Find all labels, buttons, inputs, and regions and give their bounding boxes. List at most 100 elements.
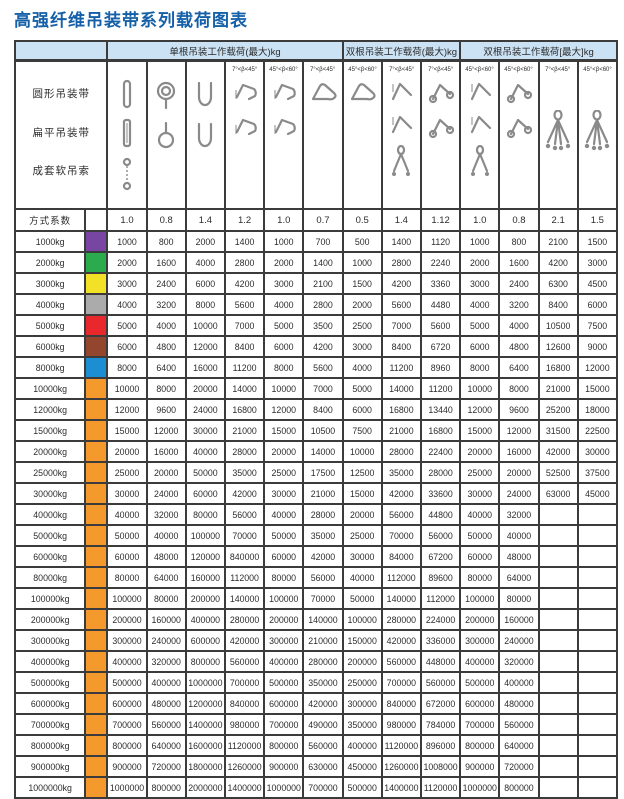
capacity-color-swatch: [84, 671, 109, 694]
load-value-cell: 2000: [263, 251, 305, 274]
capacity-row-1000kg: 1000kg 1000 800 2000 1400 1000 700 500 1400 1120 1…: [13, 230, 619, 253]
load-value-cell: 45000: [576, 482, 619, 505]
capacity-label: 20000kg: [13, 440, 87, 463]
load-value-cell: 60000: [106, 545, 148, 568]
capacity-color-swatch: [84, 251, 109, 274]
capacity-row-100000kg: 100000kg 100000 80000 200000 140000 100000 700…: [13, 587, 619, 610]
load-value-cell: 100000: [459, 587, 501, 610]
basket-hitch-icon: [191, 120, 219, 154]
capacity-label: 5000kg: [13, 314, 87, 337]
load-value-cell: 16800: [537, 356, 579, 379]
load-value-cell: 12600: [537, 335, 579, 358]
load-value-cell: 16800: [419, 419, 462, 442]
load-value-cell: [576, 776, 619, 799]
load-value-cell: 840000: [380, 692, 422, 715]
load-value-cell: 8000: [263, 356, 305, 379]
load-value-cell: 6400: [498, 356, 540, 379]
capacity-color-swatch: [84, 482, 109, 505]
capacity-color-swatch: [84, 650, 109, 673]
load-value-cell: 280000: [302, 650, 344, 673]
load-value-cell: 2400: [498, 272, 540, 295]
load-value-cell: 9600: [145, 398, 187, 421]
capacity-label: 800000kg: [13, 734, 87, 757]
coefficient-value-11: 0.8: [498, 208, 540, 232]
load-value-cell: 560000: [223, 650, 266, 673]
load-value-cell: 600000: [459, 692, 501, 715]
capacity-color-swatch: [84, 734, 109, 757]
load-value-cell: [576, 524, 619, 547]
load-value-cell: 1000: [263, 230, 305, 253]
load-value-cell: 40000: [184, 440, 226, 463]
load-value-cell: 112000: [223, 566, 266, 589]
load-value-cell: 10000: [106, 377, 148, 400]
load-value-cell: 1120000: [223, 734, 266, 757]
load-value-cell: 42000: [537, 440, 579, 463]
load-value-cell: 1000000: [106, 776, 148, 799]
load-value-cell: 4200: [537, 251, 579, 274]
load-value-cell: 28000: [302, 503, 344, 526]
load-value-cell: 56000: [302, 566, 344, 589]
load-value-cell: 720000: [498, 755, 540, 778]
load-value-cell: 280000: [380, 608, 422, 631]
load-value-cell: 6000: [184, 272, 226, 295]
load-value-cell: 6000: [263, 335, 305, 358]
load-value-cell: 33600: [419, 482, 462, 505]
load-value-cell: 420000: [380, 629, 422, 652]
load-value-cell: 720000: [145, 755, 187, 778]
load-value-cell: 30000: [459, 482, 501, 505]
load-value-cell: 640000: [145, 734, 187, 757]
load-value-cell: 224000: [419, 608, 462, 631]
load-value-cell: 12000: [263, 398, 305, 421]
load-value-cell: 37500: [576, 461, 619, 484]
capacity-label: 200000kg: [13, 608, 87, 631]
load-value-cell: 30000: [106, 482, 148, 505]
sling-type-label-3: 成套软吊索: [32, 165, 90, 178]
load-value-cell: [537, 566, 579, 589]
load-value-cell: 12000: [576, 356, 619, 379]
load-value-cell: 672000: [419, 692, 462, 715]
angled-basket-icon: [230, 79, 260, 107]
capacity-row-25000kg: 25000kg 25000 20000 50000 35000 25000 17500 125…: [13, 461, 619, 484]
group-header-row: 单根吊装工作载荷(最大)kg 双根吊装工作载荷(最大)kg 双根吊装工作载荷[最大]…: [13, 40, 618, 62]
load-value-cell: 784000: [419, 713, 462, 736]
load-value-cell: 200000: [341, 650, 383, 673]
load-value-cell: 560000: [145, 713, 187, 736]
load-value-cell: 22500: [576, 419, 619, 442]
choker-eye-icon: [152, 120, 180, 154]
capacity-color-swatch: [84, 398, 109, 421]
coefficient-value-8: 1.4: [380, 208, 422, 232]
load-value-cell: 80000: [459, 566, 501, 589]
capacity-color-swatch: [84, 356, 109, 379]
load-value-cell: 28000: [419, 461, 462, 484]
load-value-cell: 10000: [459, 377, 501, 400]
load-value-cell: 8000: [498, 377, 540, 400]
load-value-cell: 70000: [380, 524, 422, 547]
load-value-cell: 56000: [380, 503, 422, 526]
load-value-cell: 700000: [459, 713, 501, 736]
load-value-cell: 800: [145, 230, 187, 253]
load-value-cell: 2000000: [184, 776, 226, 799]
load-value-cell: 250000: [341, 671, 383, 694]
load-value-cell: 14000: [380, 377, 422, 400]
capacity-label: 500000kg: [13, 671, 87, 694]
load-value-cell: 100000: [263, 587, 305, 610]
load-value-cell: 48000: [498, 545, 540, 568]
load-value-cell: 2800: [380, 251, 422, 274]
capacity-row-60000kg: 60000kg 60000 48000 120000 840000 60000 42000 3…: [13, 545, 619, 568]
load-value-cell: 9000: [576, 335, 619, 358]
load-value-cell: 2000: [184, 230, 226, 253]
load-value-cell: 1000000: [459, 776, 501, 799]
load-value-cell: 1600: [498, 251, 540, 274]
load-value-cell: [576, 503, 619, 526]
capacity-color-swatch: [84, 713, 109, 736]
load-value-cell: 400000: [263, 650, 305, 673]
capacity-row-40000kg: 40000kg 40000 32000 80000 56000 40000 28000 200…: [13, 503, 619, 526]
load-value-cell: 16000: [145, 440, 187, 463]
angled-basket-icon: [269, 114, 299, 142]
hitch-column-2: [145, 59, 187, 210]
load-value-cell: 500: [341, 230, 383, 253]
capacity-color-swatch: [84, 272, 109, 295]
load-value-cell: 5000: [106, 314, 148, 337]
capacity-row-12000kg: 12000kg 12000 9600 24000 16800 12000 8400 6000 1…: [13, 398, 619, 421]
load-value-cell: 240000: [145, 629, 187, 652]
